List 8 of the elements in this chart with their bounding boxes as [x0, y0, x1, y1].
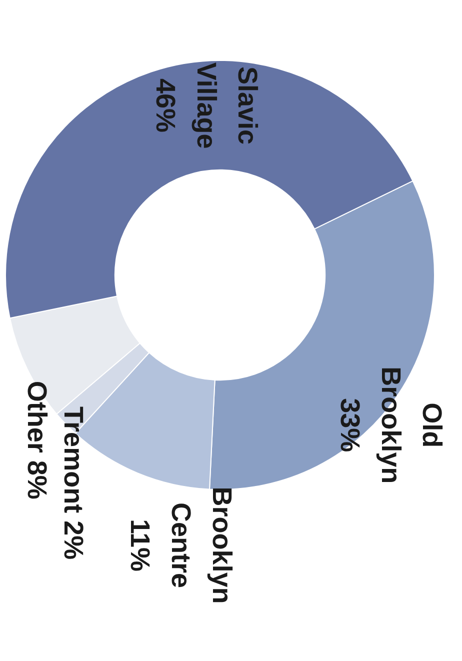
slice-label: Old Brooklyn — [376, 366, 447, 484]
data-label: 46% — [150, 78, 181, 133]
data-label: 33% — [335, 398, 365, 452]
slice-label: Other 8% — [22, 380, 52, 500]
data-label: 11% — [124, 518, 155, 572]
slice-label: Tremont 2% — [58, 406, 89, 560]
slice-label: Brooklyn Centre — [166, 486, 237, 604]
slice-label: Slavic Village — [192, 62, 263, 149]
